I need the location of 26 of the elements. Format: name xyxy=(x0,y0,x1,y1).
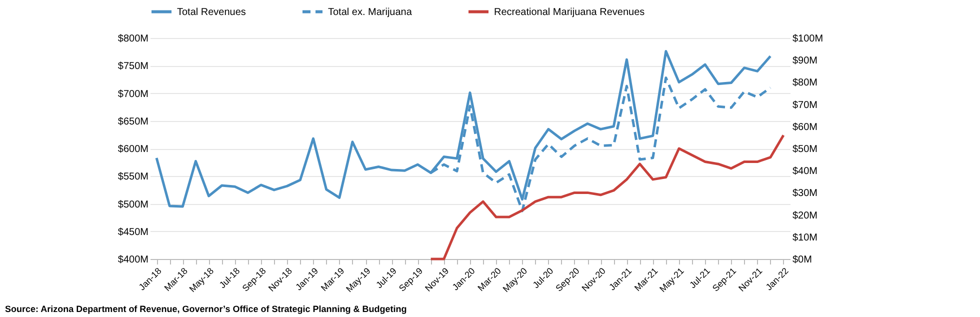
y-tick-label: $450M xyxy=(118,226,148,238)
y2-tick-label: $40M xyxy=(792,166,818,178)
y2-tick-label: $50M xyxy=(792,144,818,155)
y-tick-label: $750M xyxy=(118,61,148,72)
legend-label: Recreational Marijuana Revenues xyxy=(494,6,645,18)
y2-tick-label: $10M xyxy=(792,232,818,244)
line-series xyxy=(155,50,772,208)
y-tick-label: $650M xyxy=(118,116,148,128)
y-tick-label: $600M xyxy=(118,144,148,155)
y2-tick-label: $20M xyxy=(792,210,818,222)
y2-tick-label: $30M xyxy=(792,188,818,200)
y2-tick-label: $80M xyxy=(792,78,818,89)
legend-label: Total Revenues xyxy=(177,6,246,18)
line-series xyxy=(430,134,785,260)
source-note: Source: Arizona Department of Revenue, Governor’s Office of Strategic Planning & Budgeting xyxy=(5,304,407,314)
y2-tick-label: $70M xyxy=(792,100,818,111)
y-tick-label: $550M xyxy=(118,172,148,183)
y2-tick-label: $100M xyxy=(792,34,824,44)
y2-tick-label: $90M xyxy=(792,56,818,67)
y-tick-label: $700M xyxy=(118,88,148,100)
y2-tick-label: $0M xyxy=(792,254,812,266)
y2-tick-label: $60M xyxy=(792,122,818,133)
y-tick-label: $400M xyxy=(118,254,148,266)
y-tick-label: $500M xyxy=(118,199,148,210)
legend-label: Total ex. Marijuana xyxy=(328,6,412,18)
y-tick-label: $800M xyxy=(118,34,148,44)
